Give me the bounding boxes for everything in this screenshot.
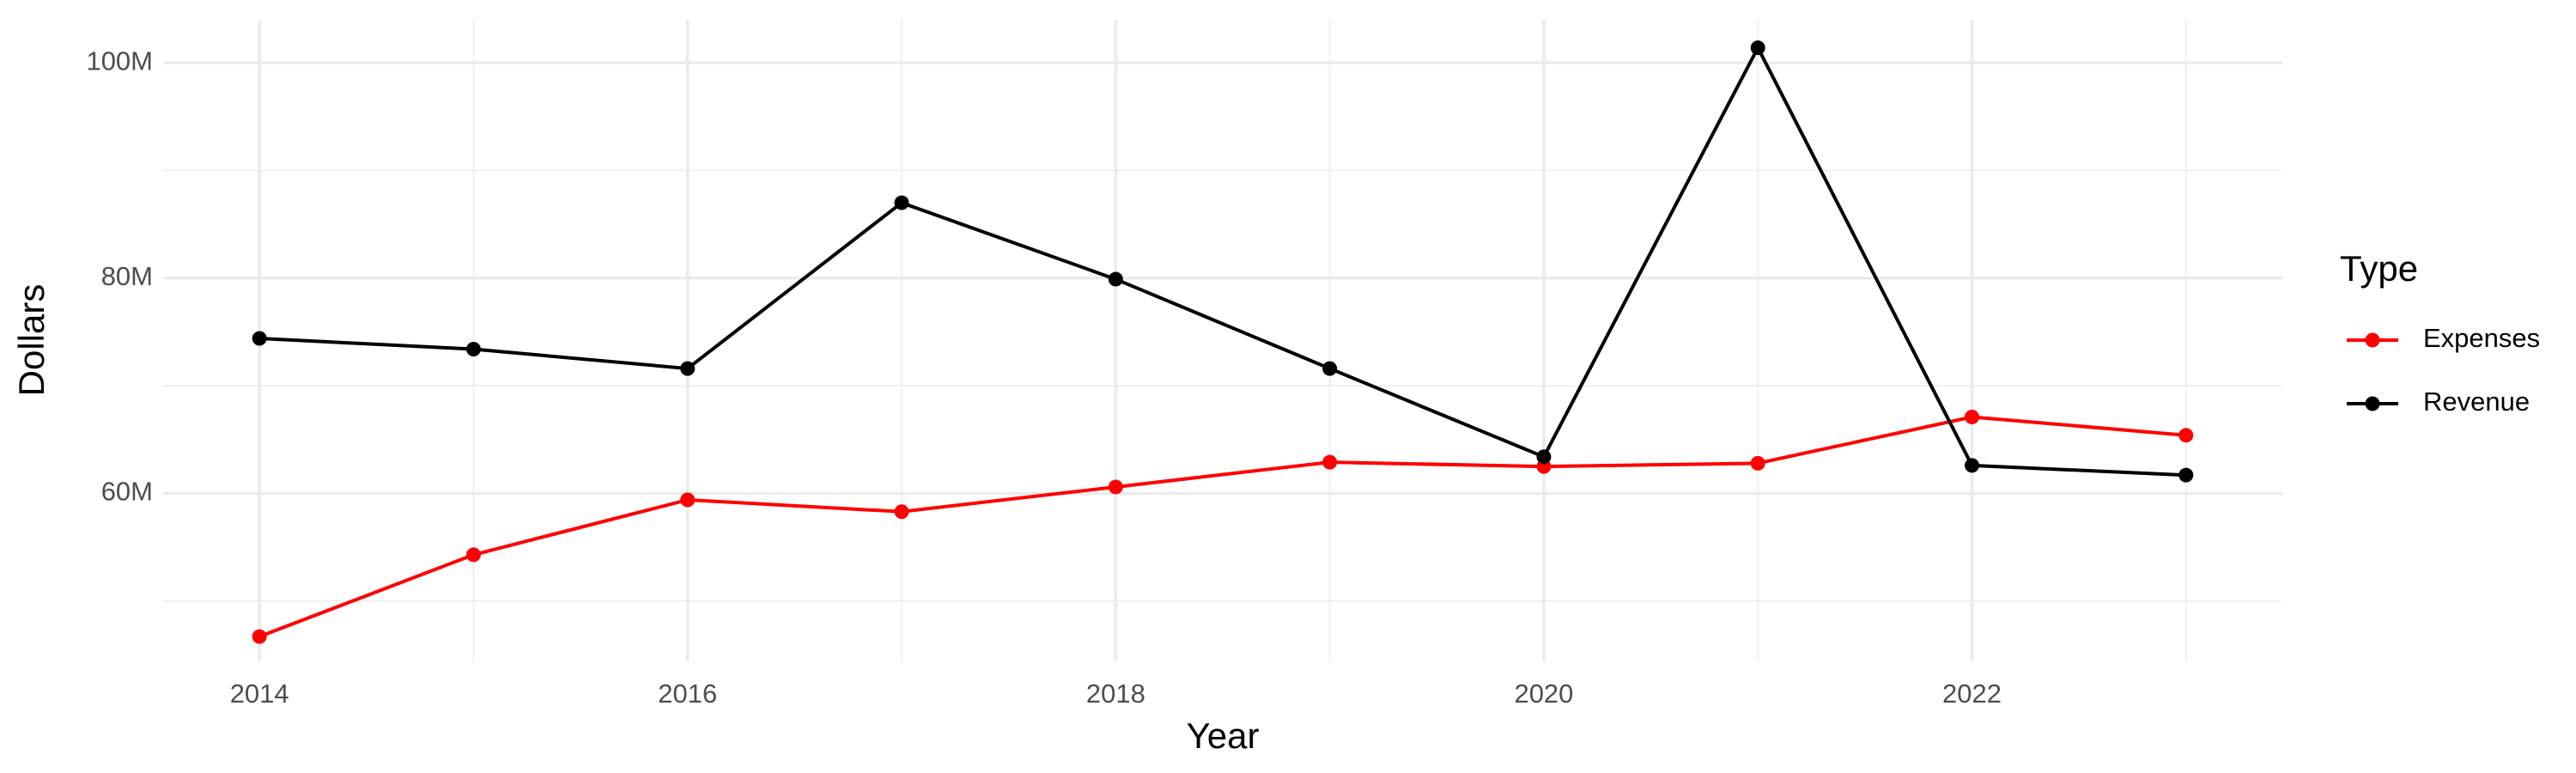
data-point (252, 629, 267, 644)
data-point (1108, 271, 1123, 287)
legend-label: Revenue (2423, 386, 2530, 417)
x-axis-title: Year (1187, 715, 1260, 756)
y-tick-label: 60M (101, 477, 153, 507)
x-tick-label: 2020 (1514, 679, 1573, 709)
data-point (465, 547, 481, 563)
y-tick-label: 100M (86, 46, 153, 76)
legend-key-point (2365, 332, 2380, 348)
legend-title: Type (2340, 248, 2418, 289)
data-point (1750, 455, 1765, 471)
data-point (1108, 479, 1123, 495)
series-line (259, 44, 2186, 478)
data-point (1965, 458, 1980, 473)
y-axis-title: Dollars (11, 284, 52, 397)
series-line (258, 415, 2186, 639)
data-point (2178, 428, 2194, 443)
data-point (465, 342, 481, 357)
legend-key-point (2365, 396, 2380, 411)
y-tick-label: 80M (101, 261, 153, 291)
x-tick-label: 2014 (230, 679, 289, 709)
grid (163, 20, 2282, 661)
data-point (1536, 449, 1552, 465)
data-point (680, 361, 696, 376)
x-tick-label: 2022 (1942, 679, 2002, 709)
legend-label: Expenses (2423, 323, 2540, 353)
x-tick-label: 2016 (658, 679, 717, 709)
data-point (2178, 467, 2194, 483)
data-point (1750, 40, 1765, 56)
data-point (680, 492, 696, 508)
x-tick-label: 2018 (1086, 679, 1145, 709)
data-point (252, 331, 267, 346)
data-point (894, 504, 909, 520)
data-point (1322, 361, 1338, 376)
data-point (1322, 454, 1338, 470)
data-point (1965, 409, 1980, 424)
data-point (894, 195, 909, 210)
